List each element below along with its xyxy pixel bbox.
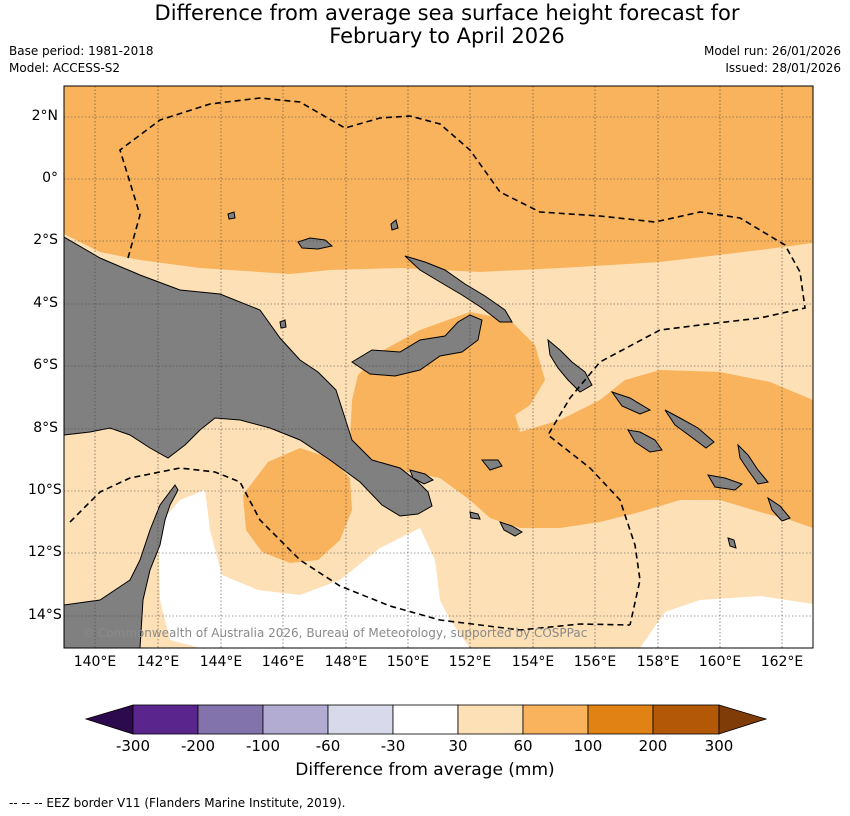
base-period-text: Base period: 1981-2018 — [9, 44, 154, 58]
land-new-ireland — [404, 255, 513, 323]
issued-text: Issued: 28/01/2026 — [725, 61, 841, 75]
land-rossel — [469, 511, 481, 520]
land-rennell — [707, 474, 743, 491]
land-trobriand — [409, 469, 434, 485]
lon-label-154e: 154°E — [511, 654, 555, 670]
lon-label-160e: 160°E — [698, 654, 742, 670]
band-below-30-southeast — [640, 596, 813, 648]
land-santa-isabel — [610, 391, 652, 415]
lat-label-4s: 4°S — [33, 295, 58, 311]
band-60-100-north — [64, 86, 813, 274]
land-small-4 — [727, 537, 737, 549]
band-below-30 — [158, 490, 470, 648]
land-makira — [737, 443, 769, 485]
land-vanuatu-north — [767, 496, 791, 522]
colorbar-label-30: 30 — [448, 737, 468, 755]
land-small-2 — [227, 211, 236, 220]
lon-label-148e: 148°E — [324, 654, 368, 670]
eez-borders — [69, 97, 806, 631]
colorbar-label-neg300: -300 — [115, 737, 151, 755]
map-frame — [63, 85, 814, 649]
lat-label-10s: 10°S — [28, 482, 62, 498]
chart-title: Difference from average sea surface heig… — [0, 2, 850, 48]
eez-footnote: -- -- -- EEZ border V11 (Flanders Marine… — [9, 796, 346, 810]
land-bougainville — [547, 338, 593, 393]
lon-label-140e: 140°E — [73, 654, 117, 670]
lat-label-0: 0° — [42, 170, 58, 186]
land-small-1 — [390, 219, 399, 231]
land-new-britain — [351, 314, 483, 377]
meta-left: Base period: 1981-2018 Model: ACCESS-S2 — [9, 43, 154, 77]
lon-label-158e: 158°E — [636, 654, 680, 670]
meta-right: Model run: 26/01/2026 Issued: 28/01/2026 — [704, 43, 841, 77]
lat-label-2s: 2°S — [33, 232, 58, 248]
land-fergusson — [480, 459, 503, 471]
land-cape-york — [64, 484, 179, 648]
colorbar-label-neg30: -30 — [380, 737, 406, 755]
band-60-100-central — [350, 312, 813, 528]
lat-label-2n: 2°N — [31, 108, 58, 124]
landmasses — [64, 211, 791, 648]
model-text: Model: ACCESS-S2 — [9, 61, 121, 75]
land-malaita — [664, 409, 715, 449]
colorbar-bin-1 — [132, 704, 199, 735]
colorbar-bin-9 — [652, 704, 720, 735]
colorbar-bin-6 — [457, 704, 524, 735]
colorbar-label-neg100: -100 — [245, 737, 281, 755]
colorbar-extend-high — [718, 704, 768, 735]
colorbar — [84, 704, 768, 735]
lat-label-12s: 12°S — [28, 544, 62, 560]
colorbar-bin-4 — [327, 704, 394, 735]
colorbar-label-300: 300 — [704, 737, 734, 755]
lon-label-156e: 156°E — [573, 654, 617, 670]
lon-label-150e: 150°E — [386, 654, 430, 670]
colorbar-label-neg60: -60 — [315, 737, 341, 755]
colorbar-bin-5 — [392, 704, 459, 735]
colorbar-label-neg200: -200 — [180, 737, 216, 755]
lon-label-152e: 152°E — [448, 654, 492, 670]
colorbar-bin-8 — [587, 704, 654, 735]
colorbar-title: Difference from average (mm) — [295, 760, 555, 780]
map-credit: © Commonwealth of Australia 2026, Bureau… — [82, 626, 587, 640]
colorbar-bin-3 — [262, 704, 329, 735]
lon-label-146e: 146°E — [261, 654, 305, 670]
lon-label-144e: 144°E — [199, 654, 243, 670]
title-line-1: Difference from average sea surface heig… — [154, 1, 740, 25]
colorbar-bin-2 — [197, 704, 264, 735]
eez-border-south — [69, 467, 631, 631]
lat-label-6s: 6°S — [33, 357, 58, 373]
map-plot-area: © Commonwealth of Australia 2026, Bureau… — [64, 86, 813, 648]
colorbar-bin-7 — [522, 704, 589, 735]
land-guadalcanal — [627, 429, 663, 453]
land-woodlark — [499, 521, 523, 537]
colorbar-extend-low — [84, 704, 134, 735]
lat-label-8s: 8°S — [33, 420, 58, 436]
eez-border-north — [119, 97, 806, 626]
colorbar-label-60: 60 — [513, 737, 533, 755]
colorbar-label-100: 100 — [573, 737, 603, 755]
model-run-text: Model run: 26/01/2026 — [703, 44, 841, 58]
title-line-2: February to April 2026 — [329, 24, 565, 48]
gridlines — [64, 86, 813, 648]
lon-label-142e: 142°E — [136, 654, 180, 670]
lon-label-162e: 162°E — [760, 654, 804, 670]
colorbar-label-200: 200 — [638, 737, 668, 755]
band-60-100-west — [243, 448, 352, 563]
lat-label-14s: 14°S — [28, 607, 62, 623]
land-new-guinea — [64, 236, 433, 517]
